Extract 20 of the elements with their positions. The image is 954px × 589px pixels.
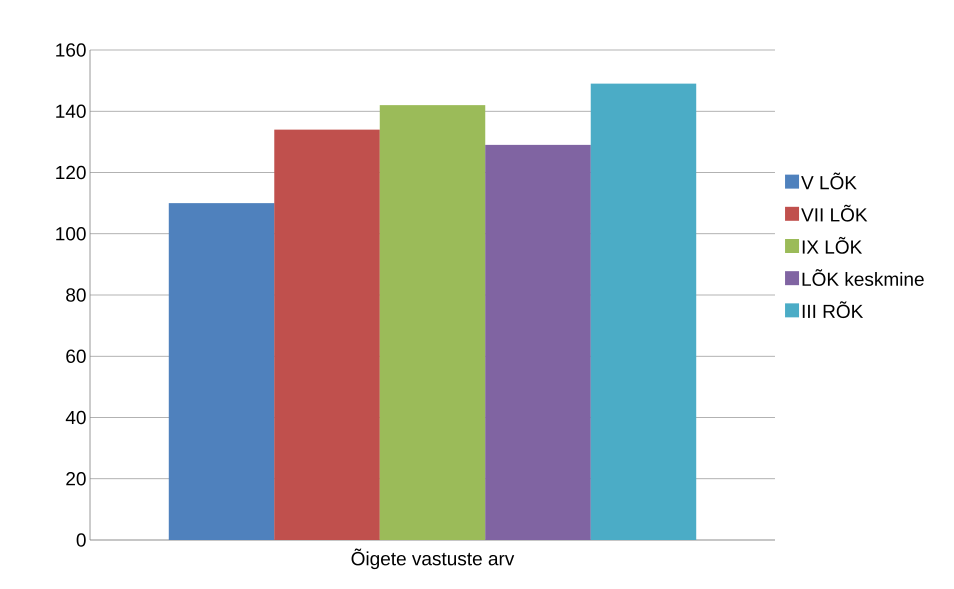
y-tick-label: 80	[66, 288, 86, 302]
y-tick-label: 120	[56, 166, 86, 180]
legend-label: LÕK keskmine	[802, 269, 924, 286]
bar	[380, 105, 486, 540]
bar	[168, 203, 274, 540]
legend-label: III RÕK	[802, 301, 864, 318]
bar	[485, 144, 591, 540]
bar	[590, 84, 696, 540]
legend-label: VII LÕK	[801, 204, 868, 222]
bar	[274, 130, 380, 540]
y-tick-label: 160	[56, 43, 86, 57]
y-tick-label: 40	[66, 410, 86, 424]
y-tick-label: 100	[56, 227, 86, 240]
legend-label: IX LÕK	[802, 236, 862, 254]
y-tick-label: 60	[66, 350, 86, 363]
y-tick-label: 20	[66, 472, 86, 486]
legend-label: V LÕK	[801, 172, 857, 190]
y-tick-label: 140	[56, 104, 86, 118]
x-tick-label: Õigete vastuste arv	[352, 548, 514, 570]
y-tick-label: 0	[76, 533, 86, 547]
